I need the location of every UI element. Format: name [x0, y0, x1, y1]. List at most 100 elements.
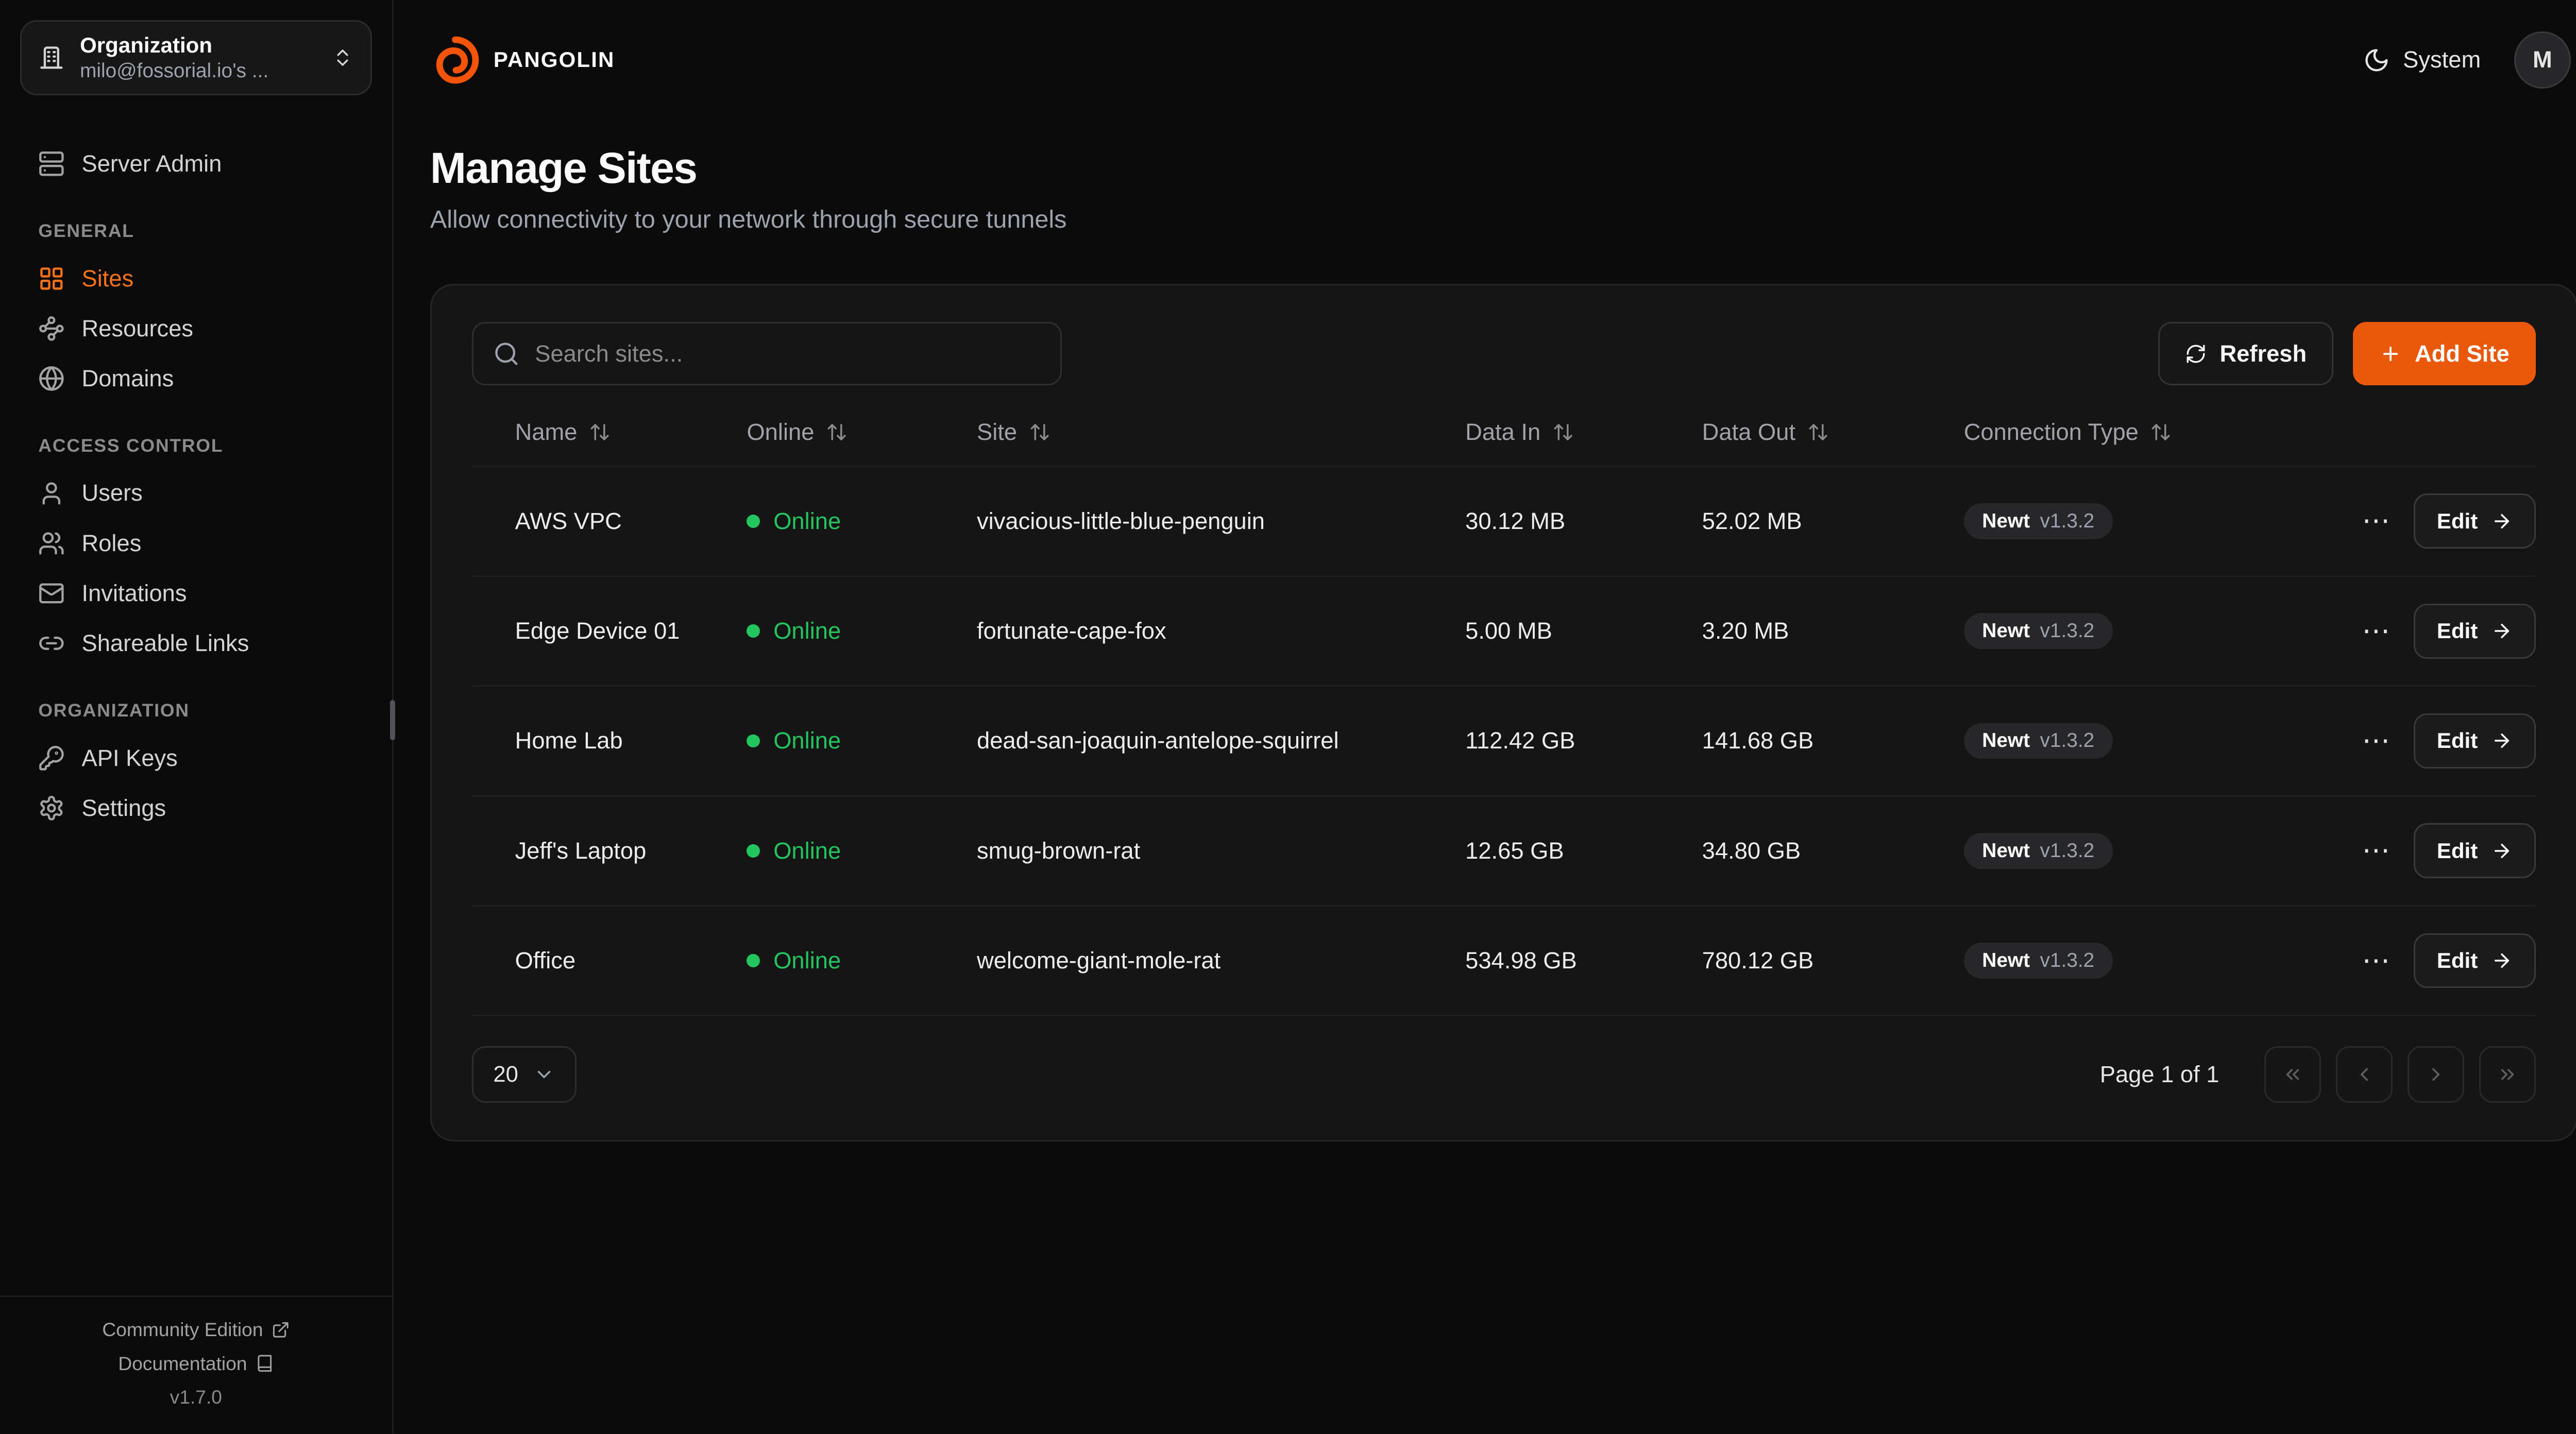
sort-icon [2150, 421, 2172, 443]
edit-site-button[interactable]: Edit [2413, 713, 2536, 769]
chevron-left-icon [2353, 1064, 2375, 1085]
edit-site-button[interactable]: Edit [2413, 603, 2536, 659]
connection-badge: Newt v1.3.2 [1963, 832, 2113, 869]
sidebar-item-invitations[interactable]: Invitations [23, 568, 368, 618]
app-version: v1.7.0 [170, 1386, 223, 1408]
site-slug: smug-brown-rat [977, 837, 1141, 864]
column-header-name[interactable]: Name [515, 419, 747, 446]
search-input[interactable] [535, 340, 1041, 367]
site-name: Office [515, 947, 576, 974]
add-site-button[interactable]: Add Site [2353, 322, 2536, 386]
edit-site-button[interactable]: Edit [2413, 823, 2536, 879]
main-content: PANGOLIN System M Manage Sites Allow con… [394, 0, 2576, 1433]
avatar-initial: M [2533, 46, 2552, 73]
page-size-value: 20 [493, 1062, 518, 1087]
column-header-site[interactable]: Site [977, 419, 1465, 446]
column-header-connection-type[interactable]: Connection Type [1964, 419, 2367, 446]
sidebar-item-resources[interactable]: Resources [23, 303, 368, 353]
users-icon [38, 480, 65, 507]
site-slug: welcome-giant-mole-rat [977, 947, 1221, 974]
community-edition-link[interactable]: Community Edition [102, 1319, 290, 1341]
sidebar-item-domains[interactable]: Domains [23, 353, 368, 403]
site-online-status: Online [747, 947, 977, 974]
edit-site-button[interactable]: Edit [2413, 933, 2536, 988]
waypoints-icon [38, 315, 65, 342]
data-in-value: 112.42 GB [1465, 727, 1575, 754]
page-size-select[interactable]: 20 [471, 1046, 577, 1103]
edit-label: Edit [2436, 508, 2478, 533]
connection-version: v1.3.2 [2040, 729, 2095, 752]
sidebar-item-settings[interactable]: Settings [23, 783, 368, 833]
connection-name: Newt [1982, 949, 2030, 972]
connection-type-cell: Newt v1.3.2 [1963, 613, 2367, 650]
connection-version: v1.3.2 [2040, 620, 2095, 642]
sidebar-item-label: Invitations [81, 580, 187, 607]
site-name: Edge Device 01 [515, 618, 680, 644]
user-avatar[interactable]: M [2514, 31, 2571, 89]
connection-type-cell: Newt v1.3.2 [1963, 832, 2367, 869]
chevrons-left-icon [2282, 1064, 2303, 1085]
row-actions-button[interactable]: ⋯ [2362, 504, 2391, 537]
add-site-label: Add Site [2414, 340, 2510, 367]
sidebar-item-users[interactable]: Users [23, 468, 368, 518]
connection-name: Newt [1982, 509, 2030, 532]
sidebar-footer: Community Edition Documentation v1.7.0 [0, 1295, 392, 1433]
building-icon [38, 44, 65, 71]
row-actions-button[interactable]: ⋯ [2362, 724, 2391, 756]
external-link-icon [272, 1321, 290, 1339]
last-page-button[interactable] [2479, 1046, 2536, 1103]
sort-icon [589, 421, 611, 443]
connection-version: v1.3.2 [2040, 509, 2095, 532]
sites-table-card: Refresh Add Site Name Online [430, 284, 2576, 1141]
key-icon [38, 745, 65, 772]
documentation-link[interactable]: Documentation [118, 1353, 274, 1375]
org-picker-label: Organization [80, 33, 213, 58]
sidebar-item-label: Roles [81, 530, 142, 556]
sidebar-item-roles[interactable]: Roles [23, 518, 368, 568]
site-name: Jeff's Laptop [515, 837, 647, 864]
row-actions-button[interactable]: ⋯ [2362, 944, 2391, 976]
site-slug: dead-san-joaquin-antelope-squirrel [977, 727, 1339, 754]
row-actions-button[interactable]: ⋯ [2362, 614, 2391, 646]
next-page-button[interactable] [2408, 1046, 2465, 1103]
sort-icon [826, 421, 848, 443]
edit-label: Edit [2436, 838, 2478, 863]
online-label: Online [773, 947, 841, 974]
first-page-button[interactable] [2264, 1046, 2321, 1103]
site-online-status: Online [747, 508, 977, 535]
arrow-right-icon [2491, 730, 2513, 752]
table-row: Home Lab Online dead-san-joaquin-antelop… [471, 687, 2536, 797]
online-dot-icon [747, 624, 760, 638]
sidebar-resize-handle[interactable] [390, 700, 396, 740]
row-actions-button[interactable]: ⋯ [2362, 834, 2391, 866]
column-header-data-in[interactable]: Data In [1465, 419, 1702, 446]
previous-page-button[interactable] [2335, 1046, 2393, 1103]
sidebar-item-api-keys[interactable]: API Keys [23, 733, 368, 783]
edit-site-button[interactable]: Edit [2413, 493, 2536, 549]
sidebar-item-shareable-links[interactable]: Shareable Links [23, 619, 368, 669]
connection-version: v1.3.2 [2040, 839, 2095, 862]
chevrons-up-down-icon [332, 47, 353, 69]
data-out-value: 52.02 MB [1702, 507, 1802, 534]
theme-toggle[interactable]: System [2363, 46, 2481, 73]
arrow-right-icon [2491, 950, 2513, 971]
search-box [471, 322, 1062, 386]
data-out-value: 3.20 MB [1702, 618, 1789, 644]
online-dot-icon [747, 514, 760, 528]
org-picker[interactable]: Organization milo@fossorial.io's ... [20, 20, 372, 96]
sidebar-item-label: Server Admin [81, 150, 222, 177]
column-header-data-out[interactable]: Data Out [1702, 419, 1964, 446]
table-row: Edge Device 01 Online fortunate-cape-fox… [471, 577, 2536, 687]
site-online-status: Online [747, 727, 977, 754]
sidebar-item-sites[interactable]: Sites [23, 253, 368, 303]
column-header-online[interactable]: Online [747, 419, 977, 446]
section-label-access-control: ACCESS CONTROL [38, 435, 224, 456]
moon-icon [2363, 47, 2390, 74]
sidebar-item-server-admin[interactable]: Server Admin [23, 139, 368, 189]
sort-icon [1552, 421, 1574, 443]
sort-icon [1029, 421, 1050, 443]
connection-badge: Newt v1.3.2 [1963, 723, 2113, 759]
card-toolbar: Refresh Add Site [471, 322, 2536, 386]
refresh-button[interactable]: Refresh [2158, 322, 2333, 386]
